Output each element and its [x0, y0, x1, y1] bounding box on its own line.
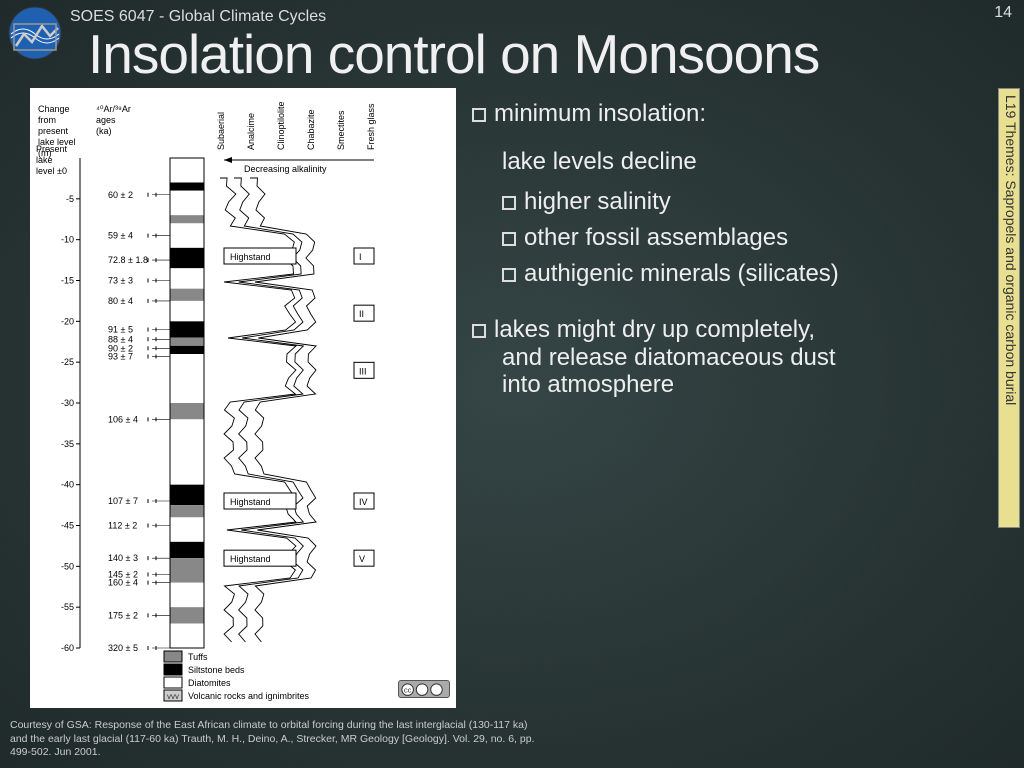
svg-text:140 ± 3: 140 ± 3	[108, 553, 138, 563]
svg-text:Chabazite: Chabazite	[306, 109, 316, 150]
svg-text:Smectites: Smectites	[336, 110, 346, 150]
svg-text:vvv: vvv	[167, 692, 179, 701]
svg-text:-60: -60	[61, 643, 74, 653]
svg-text:II: II	[359, 309, 364, 319]
svg-text:-20: -20	[61, 316, 74, 326]
svg-text:-40: -40	[61, 480, 74, 490]
svg-text:80 ± 4: 80 ± 4	[108, 296, 133, 306]
svg-text:Tuffs: Tuffs	[188, 652, 208, 662]
svg-text:Highstand: Highstand	[230, 554, 271, 564]
svg-text:72.8 ± 1.8: 72.8 ± 1.8	[108, 255, 148, 265]
svg-text:III: III	[359, 366, 367, 376]
svg-text:Highstand: Highstand	[230, 252, 271, 262]
svg-text:present: present	[38, 126, 69, 136]
svg-text:91 ± 5: 91 ± 5	[108, 325, 133, 335]
svg-text:-5: -5	[66, 194, 74, 204]
bullet-sub-intro: lake levels decline	[502, 148, 992, 176]
svg-text:73 ± 3: 73 ± 3	[108, 276, 133, 286]
bullet-final: lakes might dry up completely, and relea…	[472, 316, 992, 399]
svg-text:-35: -35	[61, 439, 74, 449]
stratigraphic-figure: Changefrompresentlake level(m)Presentlak…	[30, 88, 456, 708]
svg-text:106 ± 4: 106 ± 4	[108, 414, 138, 424]
bullet-sub2: other fossil assemblages	[502, 224, 992, 252]
svg-text:-45: -45	[61, 521, 74, 531]
svg-text:Siltstone beds: Siltstone beds	[188, 665, 245, 675]
svg-text:60 ± 2: 60 ± 2	[108, 190, 133, 200]
svg-text:V: V	[359, 554, 365, 564]
course-logo	[8, 6, 62, 60]
svg-text:Clinoptilolite: Clinoptilolite	[276, 101, 286, 150]
svg-text:-50: -50	[61, 561, 74, 571]
svg-text:Highstand: Highstand	[230, 497, 271, 507]
svg-text:-55: -55	[61, 602, 74, 612]
svg-text:⁴⁰Ar/³⁹Ar: ⁴⁰Ar/³⁹Ar	[96, 104, 131, 114]
svg-text:from: from	[38, 115, 56, 125]
slide-title: Insolation control on Monsoons	[88, 22, 819, 86]
svg-text:Present: Present	[36, 144, 68, 154]
svg-text:320 ± 5: 320 ± 5	[108, 643, 138, 653]
bullet-content: minimum insolation: lake levels decline …	[472, 100, 992, 399]
lecture-theme-label: L19 Themes: Sapropels and organic carbon…	[998, 88, 1020, 528]
bullet-main: minimum insolation:	[472, 100, 992, 128]
svg-text:lake: lake	[36, 155, 53, 165]
figure-citation: Courtesy of GSA: Response of the East Af…	[10, 719, 540, 760]
svg-text:-10: -10	[61, 235, 74, 245]
svg-text:Change: Change	[38, 104, 70, 114]
page-number: 14	[994, 4, 1012, 22]
svg-text:I: I	[359, 252, 362, 262]
bullet-sub1: higher salinity	[502, 188, 992, 216]
svg-text:cc: cc	[404, 686, 412, 695]
svg-text:-30: -30	[61, 398, 74, 408]
svg-text:ages: ages	[96, 115, 116, 125]
svg-text:Decreasing alkalinity: Decreasing alkalinity	[244, 164, 327, 174]
svg-text:Fresh glass: Fresh glass	[366, 103, 376, 150]
svg-text:112 ± 2: 112 ± 2	[108, 521, 137, 531]
svg-text:93 ± 7: 93 ± 7	[108, 351, 133, 361]
svg-text:107 ± 7: 107 ± 7	[108, 496, 138, 506]
svg-text:160 ± 4: 160 ± 4	[108, 578, 138, 588]
svg-text:level ±0: level ±0	[36, 166, 67, 176]
svg-text:Volcanic rocks and ignimbrites: Volcanic rocks and ignimbrites	[188, 691, 310, 701]
cc-license-badge: cc	[398, 680, 450, 698]
svg-text:Subaerial: Subaerial	[216, 112, 226, 150]
svg-text:175 ± 2: 175 ± 2	[108, 610, 138, 620]
svg-text:Diatomites: Diatomites	[188, 678, 231, 688]
svg-text:IV: IV	[359, 497, 368, 507]
svg-text:Analcime: Analcime	[246, 113, 256, 150]
svg-text:(ka): (ka)	[96, 126, 112, 136]
bullet-sub3: authigenic minerals (silicates)	[502, 260, 992, 288]
svg-text:-25: -25	[61, 357, 74, 367]
svg-text:-15: -15	[61, 276, 74, 286]
svg-text:59 ± 4: 59 ± 4	[108, 231, 133, 241]
